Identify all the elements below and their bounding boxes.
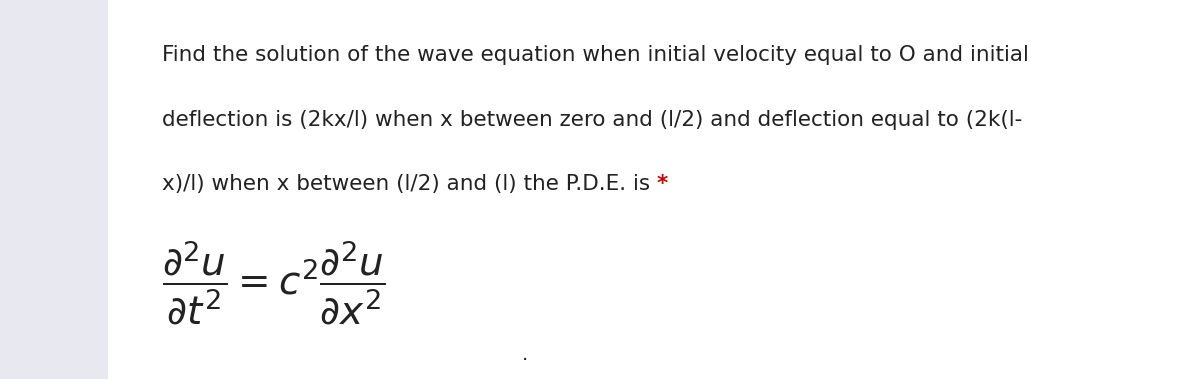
Text: x)/l) when x between (l/2) and (l) the P.D.E. is: x)/l) when x between (l/2) and (l) the P… <box>162 174 658 194</box>
Text: .: . <box>522 345 528 364</box>
Text: $\dfrac{\partial^2 u}{\partial t^2} = c^2 \dfrac{\partial^2 u}{\partial x^2}$: $\dfrac{\partial^2 u}{\partial t^2} = c^… <box>162 239 385 327</box>
Text: Find the solution of the wave equation when initial velocity equal to O and init: Find the solution of the wave equation w… <box>162 45 1028 66</box>
Text: *: * <box>658 174 668 194</box>
Text: deflection is (2kx/l) when x between zero and (l/2) and deflection equal to (2k(: deflection is (2kx/l) when x between zer… <box>162 110 1022 130</box>
